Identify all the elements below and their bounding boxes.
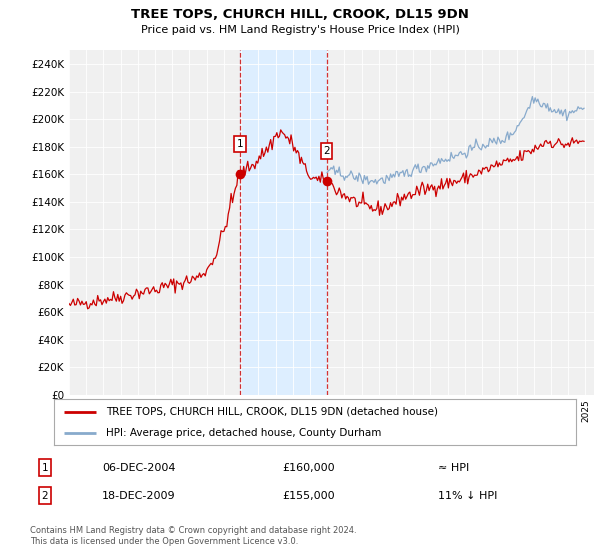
Text: TREE TOPS, CHURCH HILL, CROOK, DL15 9DN: TREE TOPS, CHURCH HILL, CROOK, DL15 9DN	[131, 8, 469, 21]
Text: 2: 2	[41, 491, 49, 501]
Bar	[240, 50, 326, 395]
Text: 11% ↓ HPI: 11% ↓ HPI	[438, 491, 497, 501]
Text: HPI: Average price, detached house, County Durham: HPI: Average price, detached house, Coun…	[106, 428, 382, 438]
Text: 06-DEC-2004: 06-DEC-2004	[102, 463, 176, 473]
Text: 2: 2	[323, 146, 330, 156]
Text: TREE TOPS, CHURCH HILL, CROOK, DL15 9DN (detached house): TREE TOPS, CHURCH HILL, CROOK, DL15 9DN …	[106, 407, 438, 417]
Text: ≈ HPI: ≈ HPI	[438, 463, 469, 473]
Text: £160,000: £160,000	[282, 463, 335, 473]
Text: 18-DEC-2009: 18-DEC-2009	[102, 491, 176, 501]
Text: 1: 1	[236, 139, 243, 149]
Text: £155,000: £155,000	[282, 491, 335, 501]
Text: Contains HM Land Registry data © Crown copyright and database right 2024.
This d: Contains HM Land Registry data © Crown c…	[30, 526, 356, 546]
Text: 1: 1	[41, 463, 49, 473]
Text: Price paid vs. HM Land Registry's House Price Index (HPI): Price paid vs. HM Land Registry's House …	[140, 25, 460, 35]
